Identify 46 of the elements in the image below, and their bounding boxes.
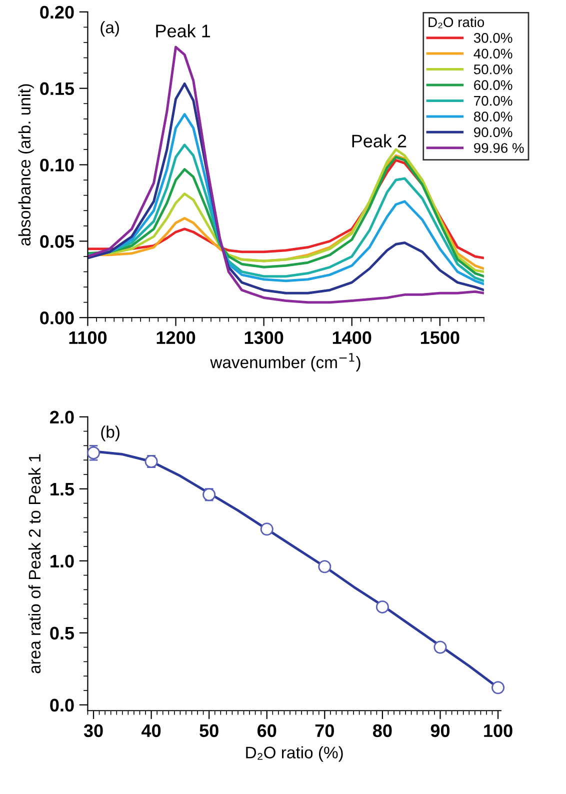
point — [376, 600, 389, 614]
y-tick-label: 0.10 — [40, 158, 74, 172]
x-tick-label: 100 — [484, 724, 512, 738]
y-tick-label: 0.05 — [40, 235, 74, 248]
x-tick-label: 90 — [430, 724, 450, 738]
x-tick-label: 1500 — [420, 331, 460, 344]
x-tick-label: 1100 — [69, 331, 107, 344]
legend-label: 99.96 % — [474, 143, 524, 153]
annotation: (b) — [101, 426, 120, 442]
point — [318, 560, 332, 574]
x-tick-label: 1400 — [332, 331, 372, 344]
annotation: (a) — [100, 21, 119, 37]
x-tick-label: 30 — [84, 724, 103, 738]
y-tick-label: 1.5 — [50, 482, 74, 496]
point — [87, 446, 100, 460]
legend-label: 40.0% — [474, 48, 512, 59]
legend-label: 80.0% — [474, 112, 512, 122]
x-tick-label: 80 — [372, 724, 392, 738]
point — [434, 640, 447, 654]
x-tick-label: 50 — [200, 724, 218, 738]
point — [492, 681, 505, 694]
y-tick-label: 2.0 — [50, 410, 74, 424]
x-axis-title: D₂O ratio (%) — [246, 746, 343, 762]
x-tick-label: 1200 — [156, 331, 196, 344]
legend-label: 70.0% — [474, 96, 512, 106]
y-tick-label: 0.0 — [50, 698, 74, 712]
y-tick-label: 0.20 — [40, 6, 74, 19]
y-axis-title: area ratio of Peak 2 to Peak 1 — [28, 454, 41, 674]
y-tick-label: 1.0 — [50, 554, 74, 568]
legend-label: 90.0% — [474, 127, 512, 138]
legend-label: 30.0% — [474, 33, 512, 43]
x-tick-label: 60 — [257, 724, 276, 738]
y-tick-label: 0.5 — [50, 626, 74, 640]
x-axis-title: wavenumber (cm$^{−1}$) — [210, 353, 360, 372]
annotation: Peak 2 — [352, 134, 406, 148]
y-tick-label: 0.15 — [40, 82, 74, 96]
annotation: Peak 1 — [156, 24, 210, 38]
point — [260, 522, 274, 536]
x-tick-label: 70 — [315, 724, 334, 738]
legend-title: D₂O ratio — [428, 16, 484, 28]
legend-label: 50.0% — [474, 64, 512, 74]
legend-label: 60.0% — [474, 80, 512, 90]
y-axis-title: absorbance (arb. unit) — [18, 84, 34, 246]
x-tick-label: 40 — [142, 724, 161, 738]
x-tick-label: 1300 — [244, 331, 284, 344]
y-tick-label: 0.00 — [40, 312, 74, 324]
